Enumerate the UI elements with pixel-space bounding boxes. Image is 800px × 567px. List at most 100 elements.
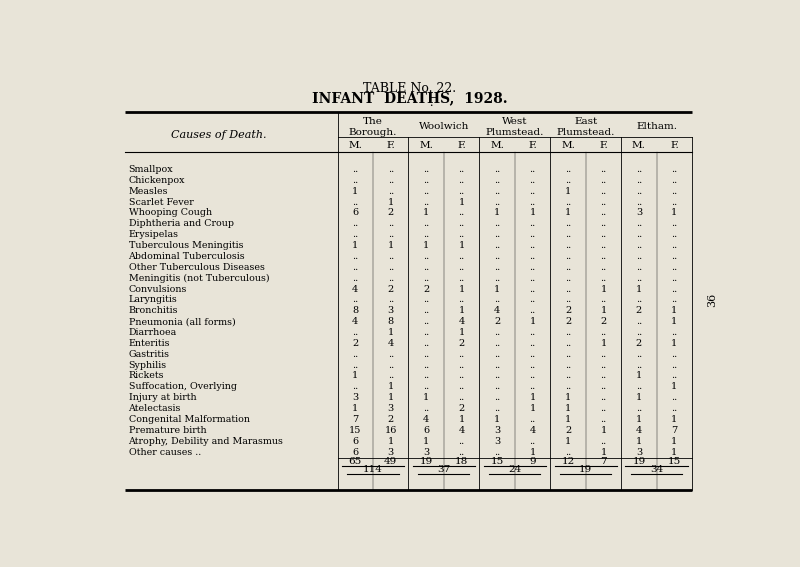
Text: ..: ..: [600, 371, 606, 380]
Text: ..: ..: [671, 285, 678, 294]
Text: ..: ..: [671, 187, 678, 196]
Text: ..: ..: [565, 219, 571, 229]
Text: 2: 2: [565, 317, 571, 326]
Text: 1: 1: [387, 198, 394, 206]
Text: ..: ..: [494, 350, 500, 359]
Text: ..: ..: [636, 176, 642, 185]
Text: ..: ..: [530, 371, 536, 380]
Text: ..: ..: [423, 176, 430, 185]
Text: 1: 1: [494, 415, 500, 424]
Text: Chickenpox: Chickenpox: [129, 176, 185, 185]
Text: ..: ..: [423, 252, 430, 261]
Text: ..: ..: [387, 252, 394, 261]
Text: 3: 3: [352, 393, 358, 402]
Text: ..: ..: [600, 328, 606, 337]
Text: 2: 2: [636, 339, 642, 348]
Text: 2: 2: [387, 415, 394, 424]
Text: ..: ..: [494, 382, 500, 391]
Text: ..: ..: [636, 274, 642, 283]
Text: ..: ..: [458, 219, 465, 229]
Text: 7: 7: [600, 457, 606, 466]
Text: 3: 3: [636, 209, 642, 218]
Text: ..: ..: [458, 350, 465, 359]
Text: 1: 1: [423, 437, 430, 446]
Text: ..: ..: [636, 230, 642, 239]
Text: ..: ..: [494, 219, 500, 229]
Text: 1: 1: [600, 306, 606, 315]
Text: 1: 1: [565, 404, 571, 413]
Text: ..: ..: [352, 230, 358, 239]
Text: 19: 19: [579, 465, 592, 474]
Text: ..: ..: [600, 350, 606, 359]
Text: ..: ..: [636, 361, 642, 370]
Text: Woolwich: Woolwich: [418, 122, 469, 132]
Text: 19: 19: [632, 457, 646, 466]
Text: ..: ..: [600, 437, 606, 446]
Text: 1: 1: [352, 371, 358, 380]
Text: ..: ..: [600, 187, 606, 196]
Text: ..: ..: [636, 295, 642, 304]
Text: ..: ..: [387, 361, 394, 370]
Text: ..: ..: [671, 274, 678, 283]
Text: 1: 1: [530, 404, 536, 413]
Text: 1: 1: [530, 393, 536, 402]
Text: 8: 8: [388, 317, 394, 326]
Text: ..: ..: [600, 274, 606, 283]
Text: ..: ..: [494, 165, 500, 174]
Text: Smallpox: Smallpox: [129, 165, 173, 174]
Text: ..: ..: [530, 219, 536, 229]
Text: 1: 1: [494, 285, 500, 294]
Text: 1: 1: [671, 382, 678, 391]
Text: ..: ..: [671, 263, 678, 272]
Text: ..: ..: [423, 382, 430, 391]
Text: ..: ..: [458, 209, 465, 218]
Text: 34: 34: [650, 465, 663, 474]
Text: ..: ..: [423, 371, 430, 380]
Text: ..: ..: [600, 404, 606, 413]
Text: Scarlet Fever: Scarlet Fever: [129, 198, 194, 206]
Text: 3: 3: [494, 437, 500, 446]
Text: ..: ..: [565, 285, 571, 294]
Text: ..: ..: [636, 187, 642, 196]
Text: ..: ..: [636, 317, 642, 326]
Text: 1: 1: [387, 382, 394, 391]
Text: ..: ..: [494, 263, 500, 272]
Text: ..: ..: [423, 306, 430, 315]
Text: ..: ..: [423, 165, 430, 174]
Text: ..: ..: [565, 328, 571, 337]
Text: The
Borough.: The Borough.: [349, 117, 397, 137]
Text: ..: ..: [352, 176, 358, 185]
Text: Measles: Measles: [129, 187, 168, 196]
Text: ..: ..: [423, 328, 430, 337]
Text: 2: 2: [565, 306, 571, 315]
Text: Other causes ..: Other causes ..: [129, 447, 201, 456]
Text: Convulsions: Convulsions: [129, 285, 187, 294]
Text: ..: ..: [600, 415, 606, 424]
Text: ..: ..: [352, 350, 358, 359]
Text: ..: ..: [671, 361, 678, 370]
Text: 6: 6: [352, 447, 358, 456]
Text: 1: 1: [458, 306, 465, 315]
Text: 7: 7: [671, 426, 678, 435]
Text: ..: ..: [671, 328, 678, 337]
Text: ..: ..: [636, 404, 642, 413]
Text: ..: ..: [494, 404, 500, 413]
Text: 1: 1: [565, 393, 571, 402]
Text: 4: 4: [387, 339, 394, 348]
Text: ..: ..: [387, 371, 394, 380]
Text: Atelectasis: Atelectasis: [129, 404, 181, 413]
Text: ..: ..: [494, 176, 500, 185]
Text: ..: ..: [423, 219, 430, 229]
Text: ..: ..: [352, 295, 358, 304]
Text: ..: ..: [458, 274, 465, 283]
Text: ..: ..: [530, 285, 536, 294]
Text: ..: ..: [671, 404, 678, 413]
Text: 24: 24: [508, 465, 522, 474]
Text: 1: 1: [671, 437, 678, 446]
Text: 4: 4: [458, 426, 465, 435]
Text: 1: 1: [565, 437, 571, 446]
Text: ..: ..: [458, 371, 465, 380]
Text: M.: M.: [348, 141, 362, 150]
Text: 1: 1: [530, 209, 536, 218]
Text: 65: 65: [349, 457, 362, 466]
